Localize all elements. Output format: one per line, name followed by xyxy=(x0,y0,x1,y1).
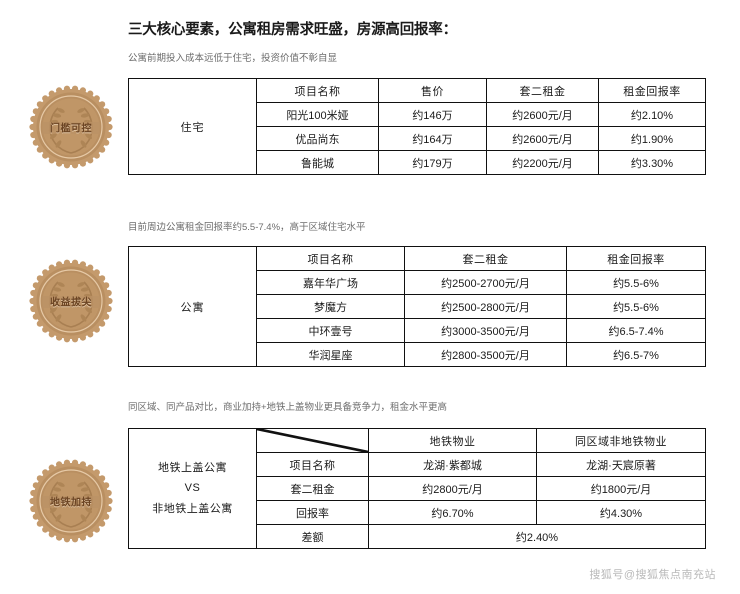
table-row: 差额 约2.40% xyxy=(129,524,706,549)
table-cell: 龙湖·紫都城 xyxy=(368,452,537,477)
table-cell: 阳光100米娅 xyxy=(256,102,379,127)
section-note-3: 同区域、同产品对比，商业加持+地铁上盖物业更具备竞争力，租金水平更高 xyxy=(128,402,448,413)
table-cell: 约3000-3500元/月 xyxy=(404,318,567,343)
side-label-line: VS xyxy=(184,482,201,495)
table-cell: 龙湖·天宸原著 xyxy=(536,452,706,477)
table-row: 华润星座 约2800-3500元/月 约6.5-7% xyxy=(129,342,706,367)
table-cell: 约3.30% xyxy=(598,150,706,175)
residential-comparison-table: 住宅 项目名称 售价 套二租金 租金回报率 阳光100米娅 约146万 约260… xyxy=(128,78,706,175)
table-cell: 华润星座 xyxy=(256,342,405,367)
side-label-line: 地铁上盖公寓 xyxy=(158,461,227,474)
table-cell-merged: 约2.40% xyxy=(368,524,706,549)
column-header: 售价 xyxy=(378,78,487,103)
column-header: 租金回报率 xyxy=(566,246,706,271)
seal-graphic-icon xyxy=(29,259,113,343)
table-cell: 梦魔方 xyxy=(256,294,405,319)
side-label-line: 非地铁上盖公寓 xyxy=(152,502,233,515)
table-row: 地铁上盖公寓 VS 非地铁上盖公寓 地铁物业 同区域非地铁物业 xyxy=(128,428,706,549)
table-cell: 约4.30% xyxy=(536,500,706,525)
diagonal-line-icon xyxy=(257,429,368,452)
table-cell: 约1.90% xyxy=(598,126,706,151)
metro-vs-nonmetro-table: 地铁上盖公寓 VS 非地铁上盖公寓 地铁物业 同区域非地铁物业 项目名称 龙湖·… xyxy=(128,428,706,549)
section-note-2: 目前周边公寓租金回报率约5.5-7.4%，高于区域住宅水平 xyxy=(128,222,366,233)
column-header: 套二租金 xyxy=(486,78,599,103)
table-cell: 约5.5-6% xyxy=(566,294,706,319)
table-cell: 约2600元/月 xyxy=(486,126,599,151)
apartment-comparison-table: 公寓 项目名称 套二租金 租金回报率 嘉年华广场 约2500-2700元/月 约… xyxy=(128,246,706,367)
row-header: 项目名称 xyxy=(256,452,369,477)
table-row: 阳光100米娅 约146万 约2600元/月 约2.10% xyxy=(129,102,706,127)
table-cell: 约5.5-6% xyxy=(566,270,706,295)
table-cell: 约164万 xyxy=(378,126,487,151)
table-row: 嘉年华广场 约2500-2700元/月 约5.5-6% xyxy=(129,270,706,295)
table-cell: 约2600元/月 xyxy=(486,102,599,127)
table-cell: 约2800-3500元/月 xyxy=(404,342,567,367)
table-cell: 约1800元/月 xyxy=(536,476,706,501)
seal-graphic-icon xyxy=(29,459,113,543)
table-cell: 约146万 xyxy=(378,102,487,127)
table-row: 住宅 项目名称 售价 套二租金 租金回报率 xyxy=(128,78,706,175)
table-cell: 约6.5-7.4% xyxy=(566,318,706,343)
table-cell: 约2500-2800元/月 xyxy=(404,294,567,319)
column-header: 地铁物业 xyxy=(368,428,537,453)
source-watermark: 搜狐号@搜狐焦点南充站 xyxy=(589,569,716,581)
table-cell: 约6.5-7% xyxy=(566,342,706,367)
seal-badge-yield-top-tier: 收益拔尖 xyxy=(28,258,114,344)
section-note-1: 公寓前期投入成本远低于住宅，投资价值不彰自显 xyxy=(128,53,338,64)
diagonal-split-cell xyxy=(256,428,369,453)
seal-badge-metro-boost: 地铁加持 xyxy=(28,458,114,544)
table-cell: 优品尚东 xyxy=(256,126,379,151)
table-row: 中环壹号 约3000-3500元/月 约6.5-7.4% xyxy=(129,318,706,343)
column-header: 项目名称 xyxy=(256,78,379,103)
table-row: 公寓 项目名称 套二租金 租金回报率 xyxy=(128,246,706,367)
row-header: 回报率 xyxy=(256,500,369,525)
column-header: 套二租金 xyxy=(404,246,567,271)
table-cell: 鲁能城 xyxy=(256,150,379,175)
table-row: 套二租金 约2800元/月 约1800元/月 xyxy=(129,476,706,501)
table-row: 鲁能城 约179万 约2200元/月 约3.30% xyxy=(129,150,706,175)
table-cell: 约179万 xyxy=(378,150,487,175)
table-cell: 约2800元/月 xyxy=(368,476,537,501)
seal-graphic-icon xyxy=(29,85,113,169)
table-cell: 约2.10% xyxy=(598,102,706,127)
table-cell: 中环壹号 xyxy=(256,318,405,343)
column-header: 同区域非地铁物业 xyxy=(536,428,706,453)
table-side-label: 公寓 xyxy=(128,246,257,367)
seal-badge-threshold-controllable: 门槛可控 xyxy=(28,84,114,170)
row-header: 差额 xyxy=(256,524,369,549)
table-row: 回报率 约6.70% 约4.30% xyxy=(129,500,706,525)
page-title: 三大核心要素，公寓租房需求旺盛，房源高回报率： xyxy=(128,22,457,38)
table-cell: 约2500-2700元/月 xyxy=(404,270,567,295)
column-header: 项目名称 xyxy=(256,246,405,271)
table-cell: 约2200元/月 xyxy=(486,150,599,175)
table-side-label: 住宅 xyxy=(128,78,257,175)
table-side-label: 地铁上盖公寓 VS 非地铁上盖公寓 xyxy=(128,428,257,549)
row-header: 套二租金 xyxy=(256,476,369,501)
table-cell: 嘉年华广场 xyxy=(256,270,405,295)
column-header: 租金回报率 xyxy=(598,78,706,103)
table-cell: 约6.70% xyxy=(368,500,537,525)
